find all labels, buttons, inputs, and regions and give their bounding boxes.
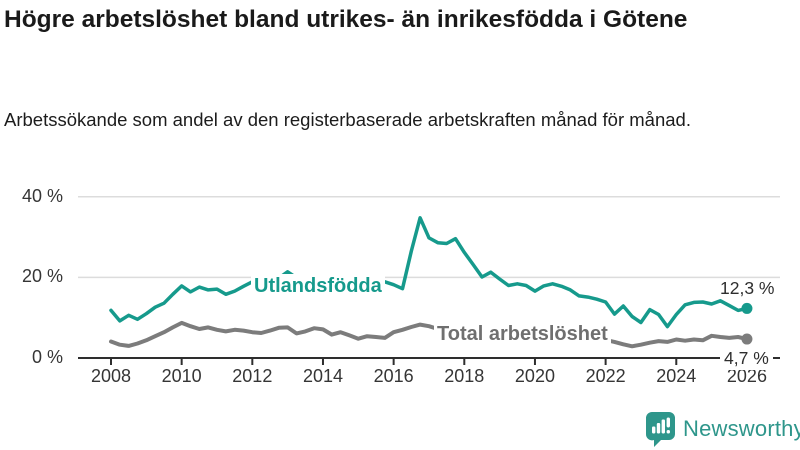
- series-label-total: Total arbetslöshet: [434, 322, 611, 347]
- chart-subtitle: Arbetssökande som andel av den registerb…: [4, 109, 691, 130]
- x-axis-tick-label: 2024: [656, 366, 697, 386]
- series-end-dot-0: [741, 302, 753, 314]
- y-axis-tick-label: 40 %: [21, 185, 63, 206]
- end-value-utlandsfodda: 12,3 %: [720, 278, 775, 298]
- series-label-utlandsfodda: Utlandsfödda: [251, 274, 385, 299]
- bar-chart-speech-bubble-icon: [645, 412, 675, 447]
- series-line-1: [109, 320, 749, 349]
- series-line-0: [109, 216, 749, 329]
- x-axis-tick-label: 2026: [726, 366, 767, 386]
- x-axis-tick-label: 2022: [585, 366, 626, 386]
- newsworthy-logo[interactable]: Newsworthy: [645, 411, 800, 447]
- y-axis-tick-label: 20 %: [21, 266, 63, 287]
- x-axis-tick-label: 2008: [90, 366, 132, 386]
- brand-name: Newsworthy: [683, 416, 800, 441]
- end-value-total: 4,7 %: [720, 347, 773, 370]
- page-title: Högre arbetslöshet bland utrikes- än inr…: [4, 6, 688, 33]
- x-axis-tick-label: 2010: [161, 366, 202, 386]
- x-axis-tick-label: 2012: [232, 366, 273, 386]
- series-end-dot-1: [741, 333, 753, 345]
- x-axis-tick-label: 2016: [373, 366, 414, 386]
- y-axis-tick-label: 0 %: [31, 347, 63, 367]
- x-axis-tick-label: 2018: [444, 366, 485, 386]
- x-axis-tick-label: 2020: [514, 366, 555, 386]
- x-axis-tick-label: 2014: [302, 366, 343, 386]
